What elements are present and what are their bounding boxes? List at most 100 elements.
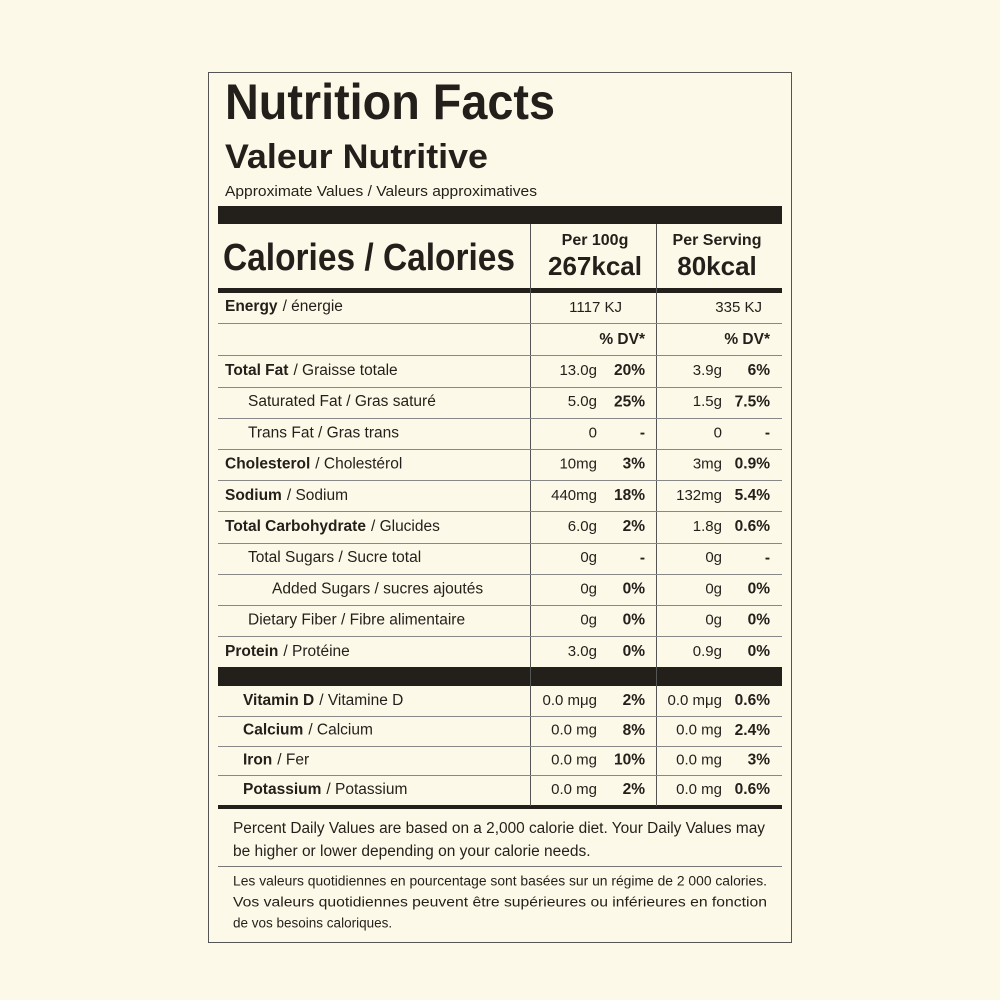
- daily-value: 0.6%: [735, 518, 771, 535]
- amount: 0.0 mg: [551, 751, 597, 768]
- nutrient-name-fr: / Cholestérol: [315, 456, 402, 473]
- footer-fr: Les valeurs quotidiennes en pourcentage …: [233, 874, 767, 889]
- nutrient-name-en: Total Carbohydrate: [225, 518, 366, 535]
- amount: 0: [714, 424, 722, 441]
- nutrient-name: Sodium / Sodium: [225, 487, 348, 504]
- amount: 0.0 mμg: [668, 692, 723, 709]
- vitamins-bar: [218, 667, 782, 686]
- top-bar: [218, 206, 782, 224]
- daily-value: 2%: [623, 781, 646, 798]
- daily-value: 3%: [748, 751, 771, 768]
- nutrient-name-en: Potassium: [243, 781, 321, 798]
- nutrient-name: Vitamin D / Vitamine D: [243, 692, 403, 709]
- note: Approximate Values / Valeurs approximati…: [225, 183, 537, 200]
- daily-value: 3%: [623, 456, 646, 473]
- daily-value: 20%: [614, 362, 645, 379]
- amount: 0.9g: [693, 643, 722, 660]
- nutrient-name-fr: / Graisse totale: [293, 362, 397, 379]
- amount: 0.0 mg: [551, 722, 597, 739]
- nutrient-name: Calcium / Calcium: [243, 722, 373, 739]
- nutrient-name-en: Total Sugars / Sucre total: [248, 549, 421, 566]
- calories-label: Calories / Calories: [223, 237, 515, 279]
- daily-value: 5.4%: [735, 487, 771, 504]
- daily-value: -: [765, 549, 770, 566]
- amount: 0g: [580, 549, 597, 566]
- nutrient-name-en: Energy: [225, 298, 278, 315]
- nutrient-name-en: Cholesterol: [225, 456, 310, 473]
- nutrient-name-en: Sodium: [225, 487, 282, 504]
- daily-value: 6%: [748, 362, 771, 379]
- nutrient-name: Total Sugars / Sucre total: [248, 549, 421, 566]
- title: Nutrition Facts: [225, 74, 555, 130]
- nutrient-name: Protein / Protéine: [225, 643, 350, 660]
- column-header: Per Serving: [673, 232, 762, 249]
- nutrient-name-en: Calcium: [243, 722, 303, 739]
- nutrient-name-en: Protein: [225, 643, 278, 660]
- panel: [208, 72, 792, 943]
- bottom-rule: [218, 805, 782, 809]
- daily-value: 0.6%: [735, 692, 771, 709]
- amount: 0g: [580, 580, 597, 597]
- nutrient-name: Potassium / Potassium: [243, 781, 407, 798]
- daily-value: 10%: [614, 751, 645, 768]
- nutrient-name-fr: / Protéine: [283, 643, 349, 660]
- energy-value: 335 KJ: [715, 299, 762, 316]
- amount: 0.0 mg: [551, 781, 597, 798]
- daily-value: 0%: [748, 643, 771, 660]
- daily-value: 8%: [623, 722, 646, 739]
- footer-fr: de vos besoins caloriques.: [233, 916, 392, 931]
- daily-value: 25%: [614, 393, 645, 410]
- daily-value: 7.5%: [735, 393, 771, 410]
- nutrient-name: Total Fat / Graisse totale: [225, 362, 398, 379]
- calories-value: 80kcal: [677, 251, 757, 281]
- nutrient-name-fr: / énergie: [283, 298, 343, 315]
- amount: 10mg: [559, 456, 597, 473]
- nutrient-name: Energy / énergie: [225, 298, 343, 315]
- amount: 3mg: [693, 456, 722, 473]
- daily-value: 0.6%: [735, 781, 771, 798]
- daily-value: 2.4%: [735, 722, 771, 739]
- amount: 0g: [705, 580, 722, 597]
- amount: 1.5g: [693, 393, 722, 410]
- daily-value: -: [640, 549, 645, 566]
- daily-value: 0%: [748, 612, 771, 629]
- dv-header: % DV*: [724, 331, 771, 348]
- column-header: Per 100g: [562, 232, 629, 249]
- amount: 0g: [580, 612, 597, 629]
- amount: 0.0 mg: [676, 751, 722, 768]
- calories-rule: [218, 288, 782, 293]
- amount: 5.0g: [568, 393, 597, 410]
- energy-value: 1117 KJ: [569, 299, 622, 316]
- nutrient-name-fr: / Vitamine D: [319, 692, 403, 709]
- nutrient-name: Cholesterol / Cholestérol: [225, 456, 402, 473]
- amount: 3.0g: [568, 643, 597, 660]
- nutrient-name-fr: / Sodium: [287, 487, 348, 504]
- subtitle: Valeur Nutritive: [225, 138, 488, 176]
- nutrient-name-fr: / Fer: [277, 751, 309, 768]
- amount: 132mg: [676, 487, 722, 504]
- nutrient-name-en: Added Sugars / sucres ajoutés: [272, 580, 483, 597]
- footer-en: Percent Daily Values are based on a 2,00…: [233, 820, 765, 837]
- amount: 440mg: [551, 487, 597, 504]
- nutrient-name-en: Trans Fat / Gras trans: [248, 424, 399, 441]
- footer-en: be higher or lower depending on your cal…: [233, 843, 591, 860]
- nutrient-name-fr: / Calcium: [308, 722, 373, 739]
- nutrient-name-en: Iron: [243, 751, 272, 768]
- nutrient-name-fr: / Glucides: [371, 518, 440, 535]
- calories-value: 267kcal: [548, 251, 642, 281]
- amount: 0g: [705, 549, 722, 566]
- daily-value: -: [640, 424, 645, 441]
- nutrient-name: Saturated Fat / Gras saturé: [248, 393, 436, 410]
- nutrient-name: Dietary Fiber / Fibre alimentaire: [248, 612, 465, 629]
- amount: 13.0g: [559, 362, 597, 379]
- amount: 0.0 mg: [676, 781, 722, 798]
- daily-value: 0%: [623, 612, 646, 629]
- nutrient-name: Iron / Fer: [243, 751, 309, 768]
- amount: 1.8g: [693, 518, 722, 535]
- nutrient-name-fr: / Potassium: [326, 781, 407, 798]
- nutrient-name-en: Dietary Fiber / Fibre alimentaire: [248, 612, 465, 629]
- amount: 0.0 mμg: [543, 692, 598, 709]
- nutrient-name-en: Saturated Fat / Gras saturé: [248, 393, 436, 410]
